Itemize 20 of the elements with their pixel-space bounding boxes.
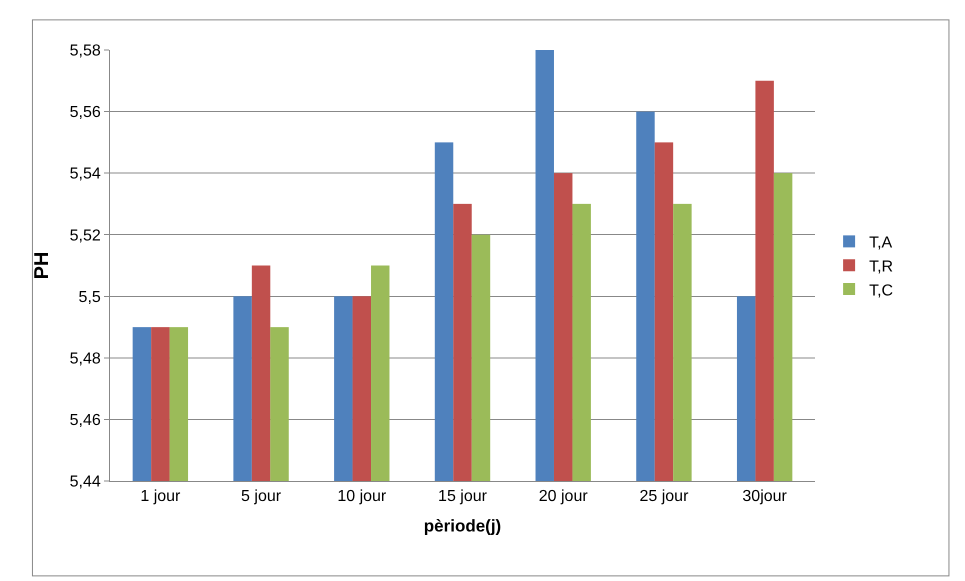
x-tick-label: 30jour — [742, 488, 788, 506]
x-tick-label: 20 jour — [538, 488, 588, 506]
x-axis-title: pèriode(j) — [424, 516, 502, 536]
y-tick-label: 5,58 — [70, 42, 101, 60]
y-tick-label: 5,5 — [78, 288, 101, 306]
x-tick-label: 1 jour — [140, 488, 182, 506]
x-tick-label: 10 jour — [337, 488, 387, 506]
y-tick-label: 5,48 — [70, 350, 101, 368]
x-tick-label: 15 jour — [438, 488, 488, 506]
y-tick-label: 5,46 — [70, 412, 101, 430]
x-tick-label: 5 jour — [241, 488, 282, 506]
legend-label: T,C — [869, 282, 894, 300]
legend-label: T,A — [869, 234, 893, 252]
y-tick-label: 5,56 — [70, 104, 101, 122]
y-axis-title: PH — [31, 252, 54, 280]
x-tick-label: 25 jour — [639, 488, 690, 506]
legend-label: T,R — [869, 258, 894, 276]
y-tick-label: 5,54 — [70, 166, 101, 183]
y-tick-label: 5,44 — [70, 474, 101, 491]
y-tick-label: 5,52 — [70, 227, 101, 244]
